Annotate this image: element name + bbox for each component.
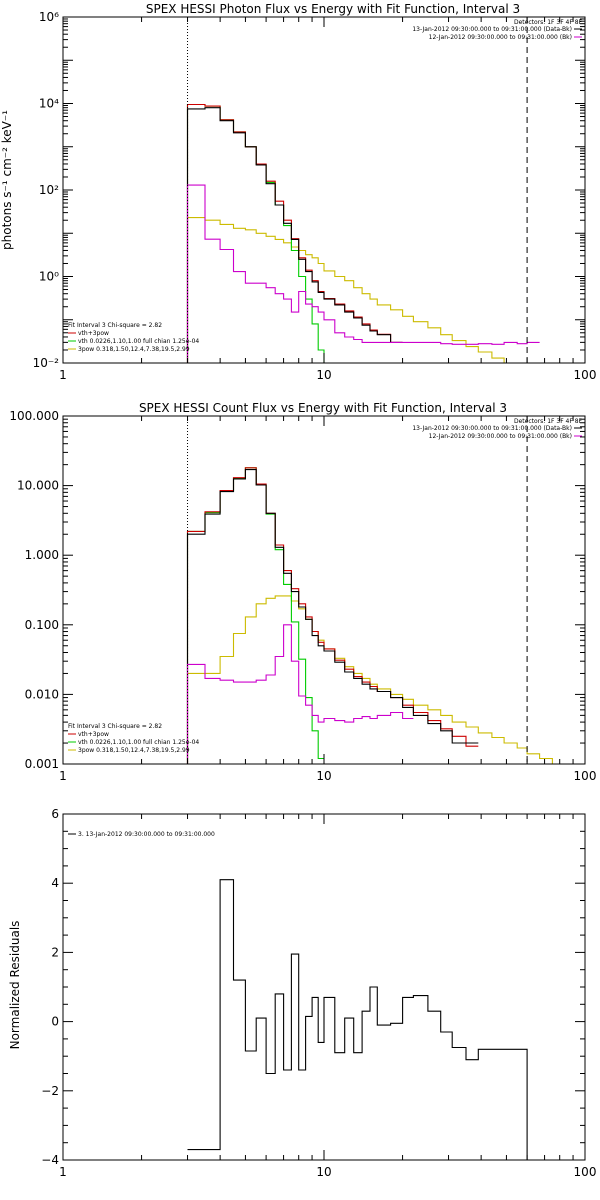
legend-label: 13-Jan-2012 09:30:00.000 to 09:31:00.000… xyxy=(412,26,572,33)
fit-legend-label: vth 0.0226,1.10,1.00 full chian 1.25e-04 xyxy=(78,739,199,746)
y-tick-label: 1.000 xyxy=(25,548,59,562)
photon-flux-chart-title: SPEX HESSI Photon Flux vs Energy with Fi… xyxy=(146,2,520,16)
series-line-residuals xyxy=(187,879,528,1160)
y-tick-label: 10² xyxy=(39,183,59,197)
x-tick-label: 10 xyxy=(316,769,331,783)
legend-label: 3. 13-Jan-2012 09:30:00.000 to 09:31:00.… xyxy=(78,831,215,838)
y-tick-label: 10⁴ xyxy=(39,97,59,111)
series-line-bk xyxy=(186,624,414,764)
x-tick-label: 1 xyxy=(59,769,67,783)
plot-area xyxy=(186,467,579,764)
y-tick-label: −4 xyxy=(41,1153,59,1167)
series-line-3pow xyxy=(186,217,579,363)
plot-area xyxy=(186,103,579,363)
y-tick-label: 10⁶ xyxy=(39,10,59,24)
y-tick-label: 0.100 xyxy=(25,618,59,632)
fit-legend-label: 3pow 0.318,1.50,12.4,7.38,19.5,2.99 xyxy=(78,747,190,754)
series-line-data-bk xyxy=(186,107,403,363)
y-tick-label: 10.000 xyxy=(17,479,59,493)
series-line-data-bk xyxy=(186,469,479,764)
y-tick-label: 10⁰ xyxy=(39,270,59,284)
x-tick-label: 1 xyxy=(59,368,67,382)
y-tick-label: 6 xyxy=(51,807,59,821)
residuals-y-axis-label: Normalized Residuals xyxy=(8,921,22,1050)
residuals-chart: Normalized Residuals 1 10 100 −4 −2 0 2 4 6 3. 13… xyxy=(8,807,596,1179)
count-flux-chart-title: SPEX HESSI Count Flux vs Energy with Fit… xyxy=(139,401,507,415)
y-tick-label: 100.000 xyxy=(9,409,59,423)
x-tick-label: 1 xyxy=(59,1165,67,1179)
y-tick-label: 0 xyxy=(51,1015,59,1029)
fit-legend-label: vth+3pow xyxy=(78,731,109,738)
x-tick-label: 100 xyxy=(574,769,597,783)
x-tick-label: 10 xyxy=(316,1165,331,1179)
y-tick-label: 2 xyxy=(51,945,59,959)
y-tick-label: −2 xyxy=(41,1084,59,1098)
legend-header: Detectors: 1F 3F 4F 8F xyxy=(514,19,583,26)
photon-flux-y-axis-label: photons s⁻¹ cm⁻² keV⁻¹ xyxy=(0,110,14,250)
legend-label: 12-Jan-2012 09:30:00.000 to 09:31:00.000… xyxy=(429,433,572,440)
x-tick-label: 10 xyxy=(316,368,331,382)
plot-area xyxy=(187,879,528,1160)
photon-flux-chart: SPEX HESSI Photon Flux vs Energy with Fi… xyxy=(0,2,596,382)
fit-legend-header: Fit Interval 3 Chi-square = 2.82 xyxy=(68,322,162,329)
legend-label: 13-Jan-2012 09:30:00.000 to 09:31:00.000… xyxy=(412,425,572,432)
fit-legend-label: 3pow 0.318,1.50,12.4,7.38,19.5,2.99 xyxy=(78,346,190,353)
fit-legend-label: vth 0.0226,1.10,1.00 full chian 1.25e-04 xyxy=(78,338,199,345)
fit-legend-header: Fit Interval 3 Chi-square = 2.82 xyxy=(68,723,162,730)
x-tick-label: 100 xyxy=(574,1165,597,1179)
x-tick-label: 100 xyxy=(574,368,597,382)
y-tick-label: 0.010 xyxy=(25,687,59,701)
count-flux-chart: SPEX HESSI Count Flux vs Energy with Fit… xyxy=(9,401,596,783)
legend-header: Detectors: 1F 3F 4F 8F xyxy=(514,418,583,425)
legend-label: 12-Jan-2012 09:30:00.000 to 09:31:00.000… xyxy=(429,34,572,41)
series-line-bk xyxy=(186,184,540,363)
y-tick-label: 0.001 xyxy=(25,757,59,771)
fit-legend-label: vth+3pow xyxy=(78,330,109,337)
y-tick-label: 10⁻² xyxy=(33,356,60,370)
y-tick-label: 4 xyxy=(51,876,59,890)
